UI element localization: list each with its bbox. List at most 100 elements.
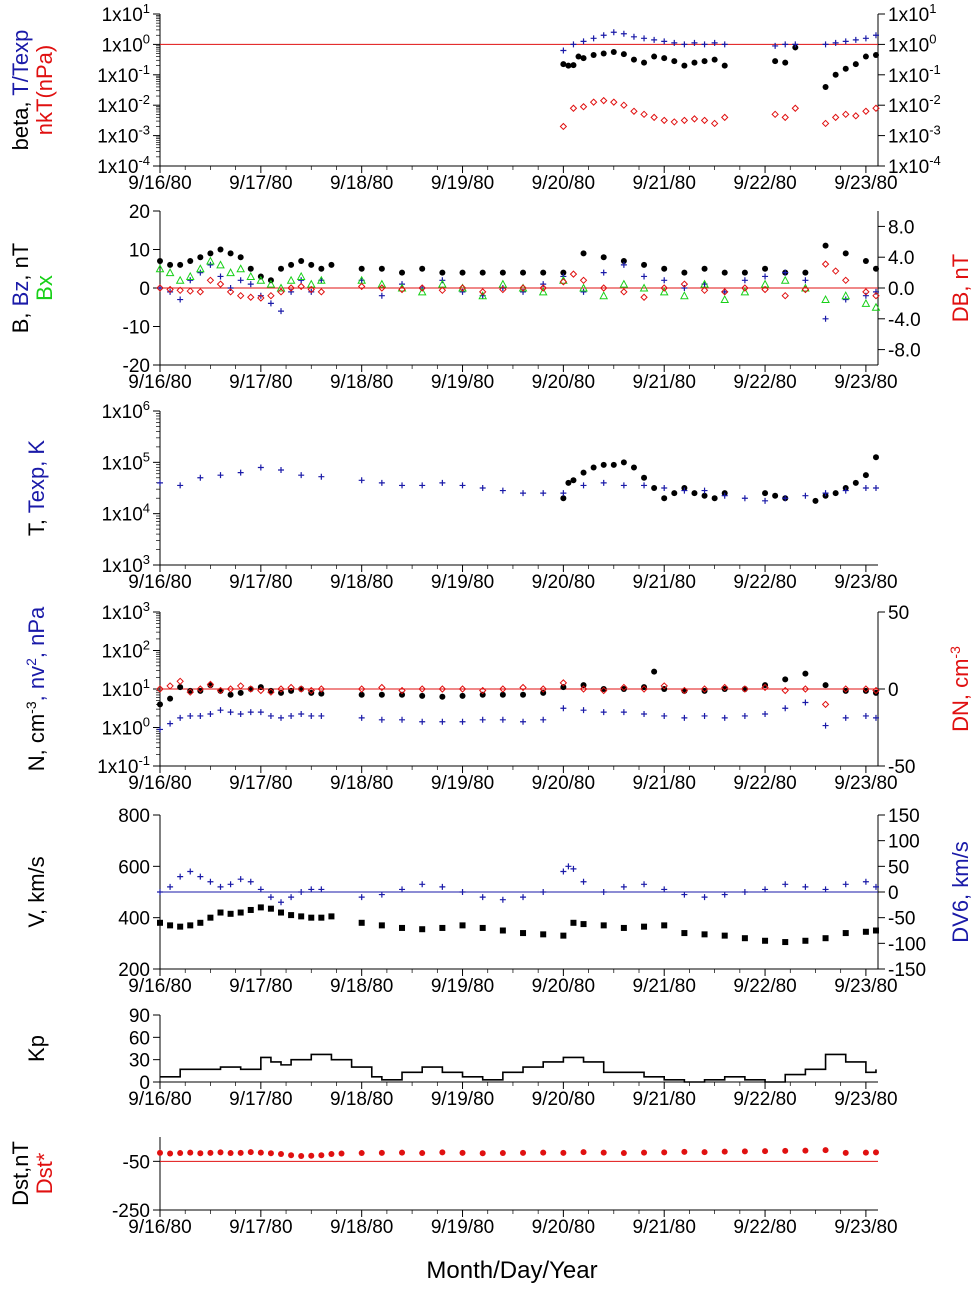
data-point — [620, 924, 627, 931]
data-point — [600, 479, 607, 486]
data-point — [540, 931, 547, 938]
data-point — [419, 926, 426, 933]
data-point — [872, 714, 879, 721]
y-tick-label: 1x103 — [102, 599, 150, 624]
data-point — [680, 686, 689, 695]
data-point — [377, 279, 387, 288]
data-point — [207, 914, 214, 921]
data-point — [802, 492, 809, 499]
data-point — [701, 492, 708, 499]
data-point — [660, 284, 668, 292]
data-point — [600, 32, 607, 39]
data-point — [267, 1150, 274, 1157]
data-point — [267, 688, 275, 696]
data-point — [399, 269, 406, 276]
data-point — [802, 269, 809, 276]
data-point — [680, 291, 689, 300]
data-point — [378, 891, 385, 898]
data-point — [318, 690, 325, 697]
data-point — [157, 889, 163, 895]
data-point — [288, 712, 295, 719]
data-point — [670, 118, 679, 126]
data-point — [701, 1149, 708, 1156]
y2-tick-label: 0 — [888, 883, 899, 904]
data-point — [791, 104, 800, 112]
data-point — [358, 477, 365, 484]
data-point — [278, 714, 285, 721]
data-point — [358, 691, 365, 698]
x-tick-label: 9/19/80 — [431, 372, 494, 393]
y-tick-label: 1x104 — [102, 501, 150, 526]
data-point — [197, 712, 204, 719]
data-point — [519, 284, 527, 292]
data-point — [267, 300, 274, 307]
panel-temperature: 1x103 1x104 1x105 1x106 9/16/80 9/17/80 9/18/8… — [24, 398, 898, 593]
data-point — [157, 479, 163, 486]
data-point — [247, 906, 254, 913]
data-point — [620, 709, 627, 716]
data-point — [540, 716, 547, 723]
data-point — [781, 113, 789, 122]
data-point — [378, 292, 385, 299]
x-tick-label: 9/19/80 — [431, 976, 494, 997]
data-point — [762, 490, 769, 497]
data-point — [762, 937, 769, 944]
data-point — [196, 288, 205, 296]
data-point — [187, 868, 194, 875]
data-point — [520, 490, 527, 497]
data-point — [358, 894, 365, 901]
x-tick-label: 9/22/80 — [733, 773, 796, 794]
x-tick-label: 9/19/80 — [431, 1089, 494, 1110]
data-point — [438, 279, 447, 288]
data-point — [862, 485, 869, 491]
data-point — [197, 873, 204, 880]
data-point — [721, 891, 728, 898]
data-point — [579, 283, 588, 292]
data-point — [540, 490, 547, 497]
data-point — [288, 288, 295, 295]
data-point — [660, 682, 668, 690]
data-point — [177, 873, 184, 880]
data-point — [439, 693, 446, 700]
data-point — [822, 490, 829, 497]
data-point — [640, 293, 648, 301]
data-point — [308, 261, 315, 268]
data-point — [660, 116, 668, 125]
data-point — [651, 668, 658, 675]
data-point — [479, 894, 486, 901]
x-tick-label: 9/23/80 — [834, 773, 897, 794]
data-point — [821, 700, 830, 709]
data-point — [831, 113, 840, 122]
data-point — [620, 1150, 627, 1157]
data-point — [701, 931, 708, 938]
data-point — [317, 685, 326, 693]
data-point — [267, 712, 274, 719]
data-point — [681, 62, 688, 69]
data-point — [216, 260, 225, 269]
data-point — [540, 1149, 547, 1156]
y-tick-label: 600 — [118, 857, 150, 878]
data-point — [871, 302, 881, 311]
y-tick-label: 0 — [139, 1073, 150, 1094]
data-point — [661, 277, 668, 284]
data-point — [378, 1149, 385, 1156]
series — [156, 260, 880, 302]
data-point — [398, 686, 406, 695]
data-point — [308, 712, 315, 719]
data-point — [318, 473, 325, 480]
data-point — [691, 39, 698, 46]
x-tick-label: 9/17/80 — [229, 1089, 292, 1110]
data-point — [278, 1151, 285, 1158]
x-tick-label: 9/23/80 — [834, 173, 897, 194]
data-point — [721, 683, 729, 692]
data-point — [247, 878, 254, 885]
data-point — [862, 258, 869, 265]
data-point — [298, 1152, 305, 1159]
data-point — [439, 718, 446, 725]
data-point — [802, 883, 809, 890]
data-point — [619, 279, 629, 288]
data-point — [589, 98, 598, 106]
y-tick-label: 20 — [129, 202, 150, 223]
data-point — [580, 38, 587, 45]
data-point — [267, 291, 275, 300]
